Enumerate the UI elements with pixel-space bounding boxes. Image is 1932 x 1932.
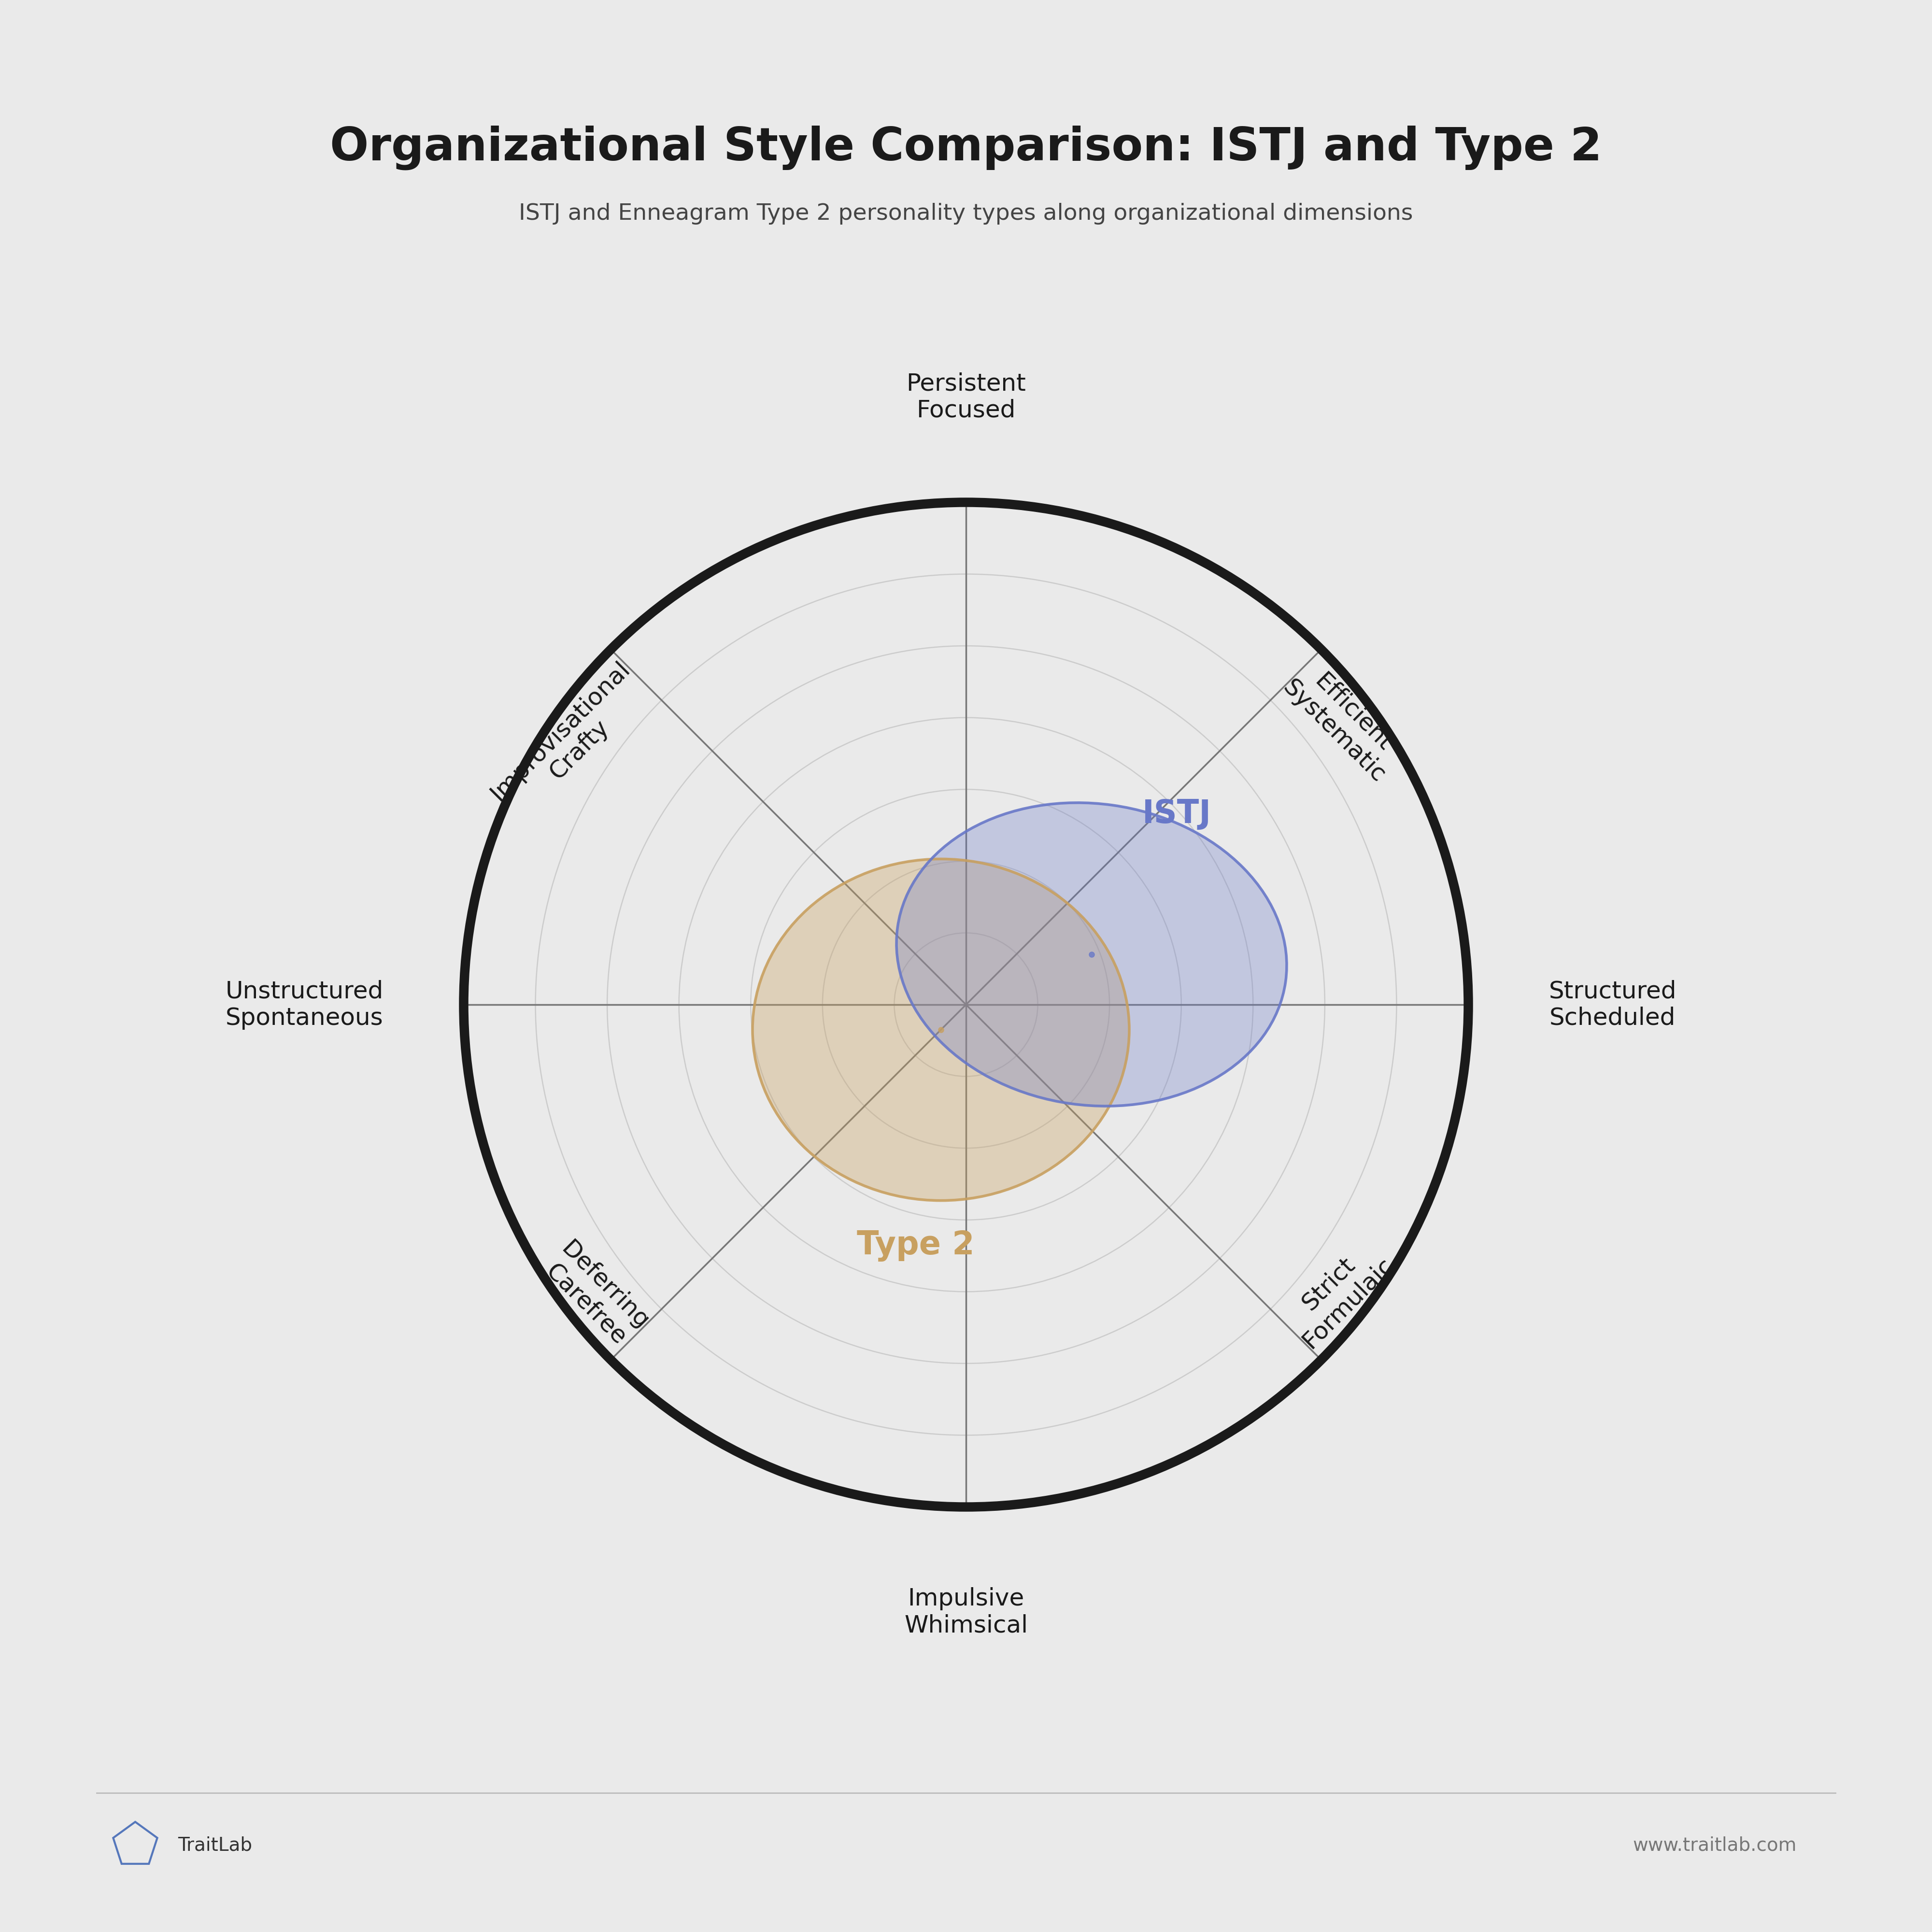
Text: Improvisational
Crafty: Improvisational Crafty <box>487 657 653 823</box>
Text: Strict
Formulaic: Strict Formulaic <box>1279 1235 1397 1352</box>
Text: ISTJ and Enneagram Type 2 personality types along organizational dimensions: ISTJ and Enneagram Type 2 personality ty… <box>520 203 1412 224</box>
Text: Type 2: Type 2 <box>858 1231 974 1262</box>
Text: Deferring
Carefree: Deferring Carefree <box>537 1236 653 1352</box>
Ellipse shape <box>896 802 1287 1107</box>
Ellipse shape <box>752 860 1128 1200</box>
Text: www.traitlab.com: www.traitlab.com <box>1633 1835 1797 1855</box>
Text: Structured
Scheduled: Structured Scheduled <box>1549 980 1677 1030</box>
Text: Persistent
Focused: Persistent Focused <box>906 373 1026 421</box>
Text: Efficient
Systematic: Efficient Systematic <box>1279 657 1408 786</box>
Text: Unstructured
Spontaneous: Unstructured Spontaneous <box>226 980 383 1030</box>
Text: TraitLab: TraitLab <box>178 1835 251 1855</box>
Text: ISTJ: ISTJ <box>1142 798 1211 829</box>
Text: Impulsive
Whimsical: Impulsive Whimsical <box>904 1588 1028 1636</box>
Text: Organizational Style Comparison: ISTJ and Type 2: Organizational Style Comparison: ISTJ an… <box>330 126 1602 170</box>
